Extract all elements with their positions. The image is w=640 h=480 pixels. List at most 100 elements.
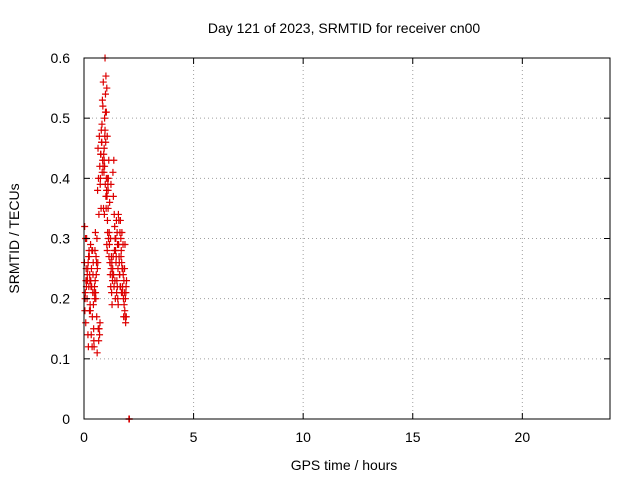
data-point (105, 228, 113, 236)
data-point (106, 259, 114, 267)
data-point (96, 331, 104, 339)
x-tick-label: 0 (80, 429, 88, 445)
data-point (119, 271, 127, 279)
data-point (88, 343, 96, 351)
x-axis-label: GPS time / hours (291, 457, 398, 473)
y-tick-label: 0.4 (51, 170, 71, 186)
data-point (122, 319, 130, 327)
data-point (114, 210, 122, 218)
plot-frame (83, 57, 611, 420)
data-point (121, 307, 129, 315)
data-point (104, 174, 112, 182)
data-point (114, 301, 122, 309)
data-point (103, 192, 111, 200)
data-point (111, 295, 119, 303)
data-point (102, 108, 110, 116)
data-point (108, 301, 116, 309)
data-point (117, 283, 125, 291)
data-point (85, 253, 93, 261)
data-point (81, 222, 89, 230)
data-point (86, 307, 94, 315)
data-point (100, 144, 108, 152)
y-tick-label: 0.6 (51, 50, 71, 66)
data-point (81, 289, 89, 297)
data-point (92, 259, 100, 267)
data-point (101, 162, 109, 170)
data-point (93, 313, 101, 321)
data-point (91, 295, 99, 303)
data-point (90, 289, 98, 297)
data-point (120, 313, 128, 321)
data-point (101, 90, 109, 98)
data-point (84, 265, 92, 273)
data-point (122, 289, 130, 297)
data-point (120, 301, 128, 309)
data-point (117, 247, 125, 255)
y-axis-label: SRMTID / TECUs (6, 183, 22, 293)
data-point (93, 265, 101, 273)
data-point (100, 210, 108, 218)
tick-labels: 0 0.1 0.2 0.3 0.4 0.5 0.6 0 5 10 15 20 (51, 50, 531, 445)
data-point (104, 180, 112, 188)
y-tick-label: 0.5 (51, 110, 71, 126)
y-tick-label: 0.1 (51, 351, 71, 367)
data-point (105, 156, 113, 164)
data-point (94, 186, 102, 194)
data-point (84, 259, 92, 267)
data-point (108, 271, 116, 279)
data-point (109, 265, 117, 273)
data-point (99, 78, 107, 86)
data-point (91, 228, 99, 236)
x-tick-label: 5 (190, 429, 198, 445)
data-point (87, 241, 95, 249)
data-point (89, 271, 97, 279)
data-point (103, 132, 111, 140)
data-point (96, 319, 104, 327)
data-point (99, 102, 107, 110)
axis-ticks (83, 57, 610, 420)
data-point (111, 222, 119, 230)
data-point (105, 241, 113, 249)
data-point (87, 331, 95, 339)
data-point (98, 120, 106, 128)
data-point (99, 156, 107, 164)
data-point (102, 72, 110, 80)
data-point (110, 247, 118, 255)
data-point (93, 235, 101, 242)
data-point (102, 204, 110, 212)
data-point (97, 126, 105, 134)
data-point (104, 186, 112, 194)
data-point (109, 192, 117, 200)
y-tick-label: 0.2 (51, 291, 71, 307)
data-point (89, 247, 97, 255)
data-point (101, 114, 109, 122)
data-point (114, 241, 122, 249)
grid-lines (84, 58, 610, 419)
data-point (121, 295, 129, 303)
data-point (91, 277, 99, 285)
data-point (119, 265, 127, 273)
y-tick-label: 0.3 (51, 231, 71, 247)
data-point (98, 138, 106, 146)
y-tick-label: 0 (62, 411, 70, 427)
data-points (80, 54, 133, 423)
data-point (95, 325, 103, 333)
data-point (111, 277, 119, 285)
data-point (113, 228, 121, 236)
chart-title: Day 121 of 2023, SRMTID for receiver cn0… (208, 20, 481, 36)
x-tick-label: 20 (515, 429, 531, 445)
data-point (98, 96, 106, 104)
data-point (97, 150, 105, 158)
data-point (123, 277, 131, 285)
data-point (94, 144, 102, 152)
data-point (117, 253, 125, 261)
data-point (106, 198, 114, 206)
data-point (110, 283, 118, 291)
data-point (93, 349, 101, 357)
data-point (103, 216, 111, 224)
data-point (82, 319, 90, 327)
data-point (121, 241, 129, 249)
data-point (100, 168, 108, 176)
x-tick-label: 15 (405, 429, 421, 445)
